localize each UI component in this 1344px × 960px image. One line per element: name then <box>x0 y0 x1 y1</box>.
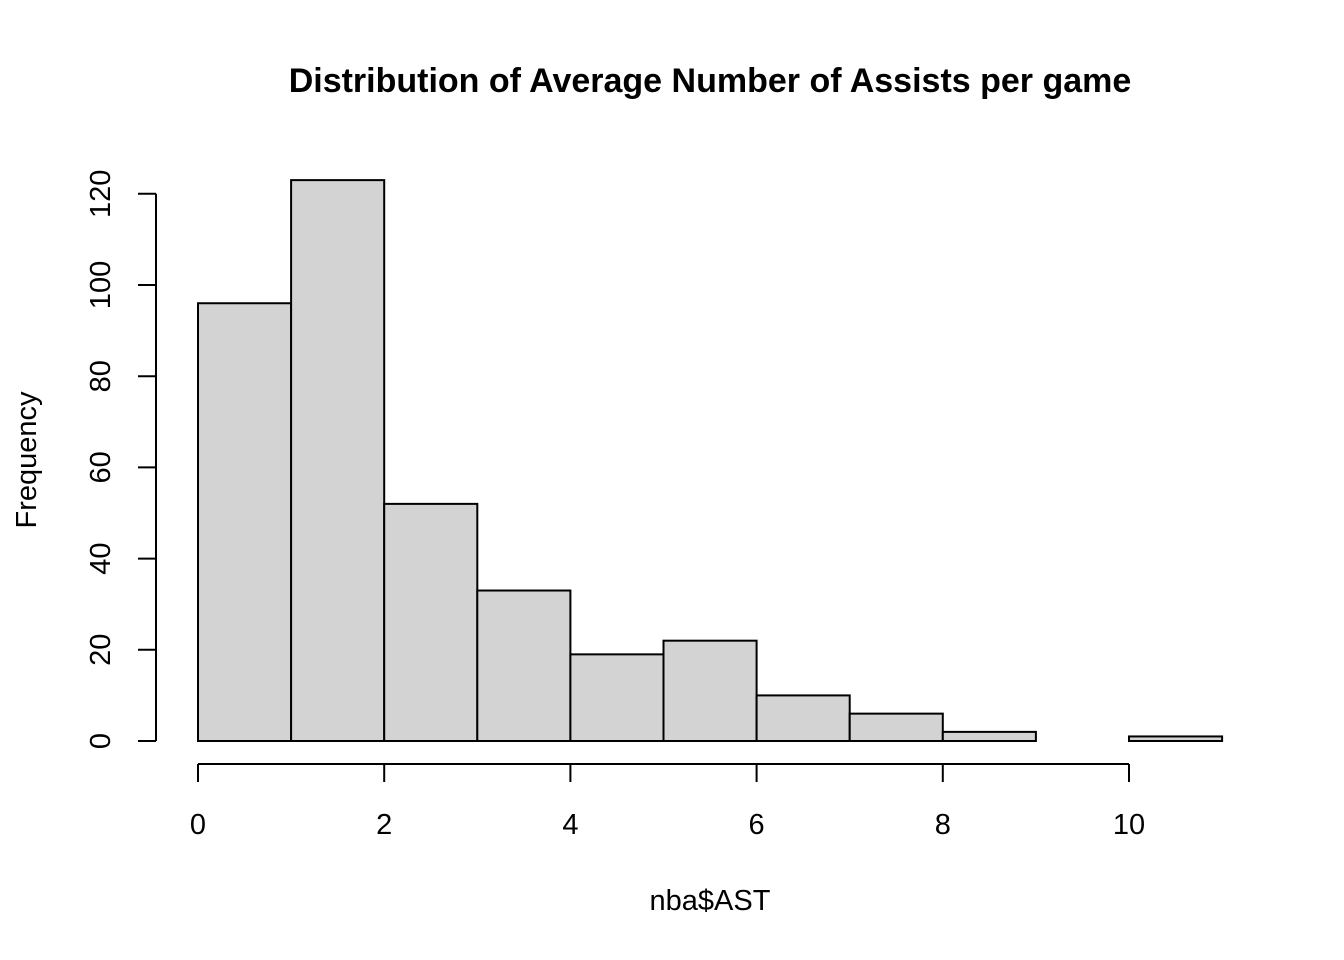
histogram-bar-10-11 <box>1128 735 1224 743</box>
y-axis-label: Frequency <box>11 391 43 529</box>
y-tick-label: 40 <box>85 542 117 574</box>
y-tick-label: 0 <box>85 733 117 749</box>
x-tick-label: 10 <box>1113 809 1145 841</box>
histogram-bar-1-2 <box>290 179 386 742</box>
x-tick-label: 2 <box>376 809 392 841</box>
x-axis: 0 2 4 6 8 10 <box>190 763 1145 841</box>
histogram-bar-7-8 <box>848 712 944 743</box>
x-tick-label: 4 <box>562 809 578 841</box>
y-axis: 0 20 40 60 80 100 120 <box>85 170 157 749</box>
x-tick-label: 8 <box>935 809 951 841</box>
chart-title: Distribution of Average Number of Assist… <box>289 62 1132 100</box>
bars-group <box>197 179 1224 743</box>
x-tick-label: 6 <box>749 809 765 841</box>
x-axis-label: nba$AST <box>650 885 771 917</box>
histogram-bar-6-7 <box>755 694 851 743</box>
y-tick-label: 60 <box>85 451 117 483</box>
y-tick-label: 100 <box>85 261 117 309</box>
histogram-bar-0-1 <box>197 302 293 742</box>
y-tick-label: 120 <box>85 170 117 218</box>
histogram-bar-4-5 <box>569 653 665 742</box>
histogram-bar-5-6 <box>662 639 758 742</box>
histogram-bar-3-4 <box>476 589 572 743</box>
histogram-bar-8-9 <box>941 730 1037 743</box>
histogram-bar-2-3 <box>383 502 479 742</box>
y-tick-label: 20 <box>85 634 117 666</box>
y-tick-label: 80 <box>85 360 117 392</box>
x-tick-label: 0 <box>190 809 206 841</box>
